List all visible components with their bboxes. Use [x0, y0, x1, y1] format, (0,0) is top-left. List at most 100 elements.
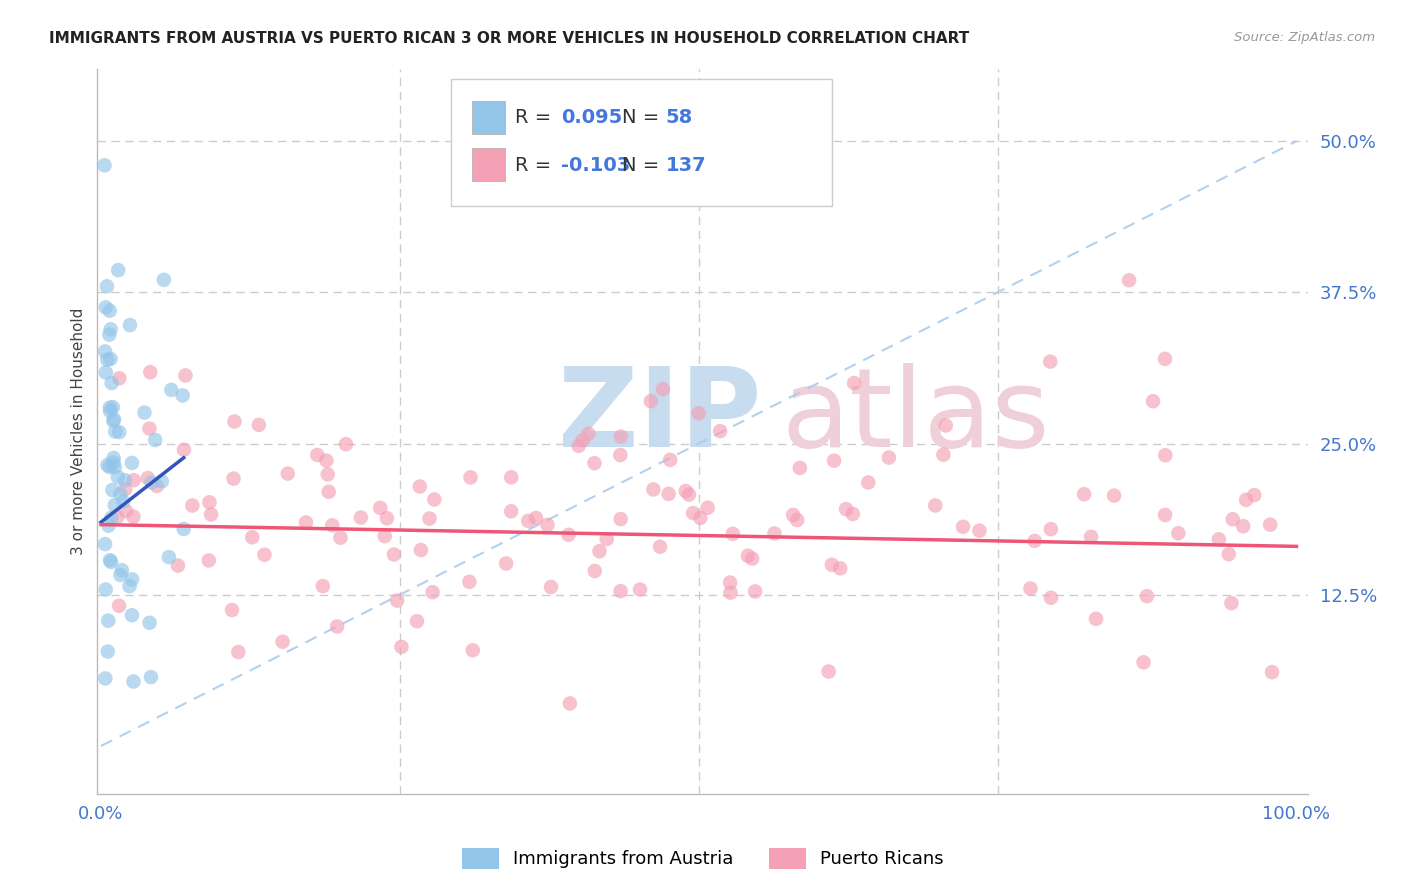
Point: [817, 665, 839, 679]
Point: [277, 467, 299, 481]
Point: [121, 456, 143, 470]
Point: [103, 450, 125, 465]
Point: [1154, 351, 1177, 366]
Point: [307, 448, 329, 462]
Point: [1019, 582, 1042, 596]
Y-axis label: 3 or more Vehicles in Household: 3 or more Vehicles in Household: [72, 308, 86, 555]
Point: [134, 406, 156, 420]
Point: [524, 511, 547, 525]
Point: [1208, 533, 1230, 547]
Point: [1024, 533, 1046, 548]
Point: [139, 670, 162, 684]
Point: [1154, 448, 1177, 462]
Point: [458, 574, 481, 589]
Point: [858, 475, 880, 490]
Point: [198, 553, 221, 567]
Point: [226, 645, 249, 659]
Point: [1040, 591, 1063, 605]
Point: [682, 506, 704, 520]
Point: [96, 352, 118, 367]
Point: [103, 414, 125, 428]
Point: [368, 500, 391, 515]
Point: [648, 540, 671, 554]
Point: [1132, 656, 1154, 670]
Point: [167, 558, 190, 573]
Point: [121, 573, 143, 587]
Point: [718, 575, 741, 590]
Point: [610, 429, 633, 443]
Point: [1243, 488, 1265, 502]
Point: [501, 470, 523, 484]
Point: [98, 553, 121, 567]
Point: [94, 344, 117, 359]
Point: [198, 495, 221, 509]
Point: [122, 473, 145, 487]
Point: [1261, 665, 1284, 679]
Point: [107, 470, 129, 484]
Point: [222, 472, 245, 486]
Point: [495, 557, 517, 571]
Point: [744, 584, 766, 599]
Point: [1118, 273, 1140, 287]
Point: [160, 383, 183, 397]
Legend: Immigrants from Austria, Puerto Ricans: Immigrants from Austria, Puerto Ricans: [456, 840, 950, 876]
Point: [104, 460, 127, 475]
Point: [583, 456, 606, 470]
Point: [789, 461, 811, 475]
Point: [501, 504, 523, 518]
Point: [94, 537, 117, 551]
Point: [295, 516, 318, 530]
Point: [114, 473, 136, 487]
Point: [326, 619, 349, 633]
Point: [200, 508, 222, 522]
Point: [842, 507, 865, 521]
Text: 0.095: 0.095: [561, 108, 623, 128]
Point: [93, 158, 115, 172]
Point: [98, 460, 121, 475]
Point: [1220, 596, 1243, 610]
Point: [409, 479, 432, 493]
Point: [146, 479, 169, 493]
Point: [835, 502, 858, 516]
Point: [94, 582, 117, 597]
Point: [105, 510, 128, 524]
Text: atlas: atlas: [782, 363, 1050, 470]
Point: [935, 418, 957, 433]
Point: [136, 471, 159, 485]
Point: [568, 439, 591, 453]
Point: [110, 487, 132, 501]
Point: [932, 448, 955, 462]
Point: [122, 509, 145, 524]
Point: [517, 514, 540, 528]
Point: [118, 579, 141, 593]
Point: [315, 453, 337, 467]
Point: [423, 492, 446, 507]
Point: [271, 634, 294, 648]
Point: [103, 412, 125, 426]
Point: [107, 263, 129, 277]
Point: [247, 417, 270, 432]
Point: [823, 453, 845, 467]
Point: [1167, 526, 1189, 541]
Point: [678, 487, 700, 501]
Point: [221, 603, 243, 617]
Point: [406, 614, 429, 628]
Point: [94, 301, 117, 315]
Point: [97, 614, 120, 628]
Point: [540, 580, 562, 594]
Point: [557, 528, 579, 542]
Point: [98, 327, 121, 342]
Text: N =: N =: [621, 108, 665, 128]
Point: [689, 511, 711, 525]
Point: [675, 484, 697, 499]
Point: [609, 448, 631, 462]
Point: [385, 593, 408, 607]
Point: [157, 550, 180, 565]
Point: [924, 499, 946, 513]
Text: -0.103: -0.103: [561, 155, 630, 175]
Point: [138, 421, 160, 435]
Text: R =: R =: [515, 108, 558, 128]
FancyBboxPatch shape: [471, 148, 506, 181]
Point: [821, 558, 844, 572]
Point: [110, 568, 132, 582]
